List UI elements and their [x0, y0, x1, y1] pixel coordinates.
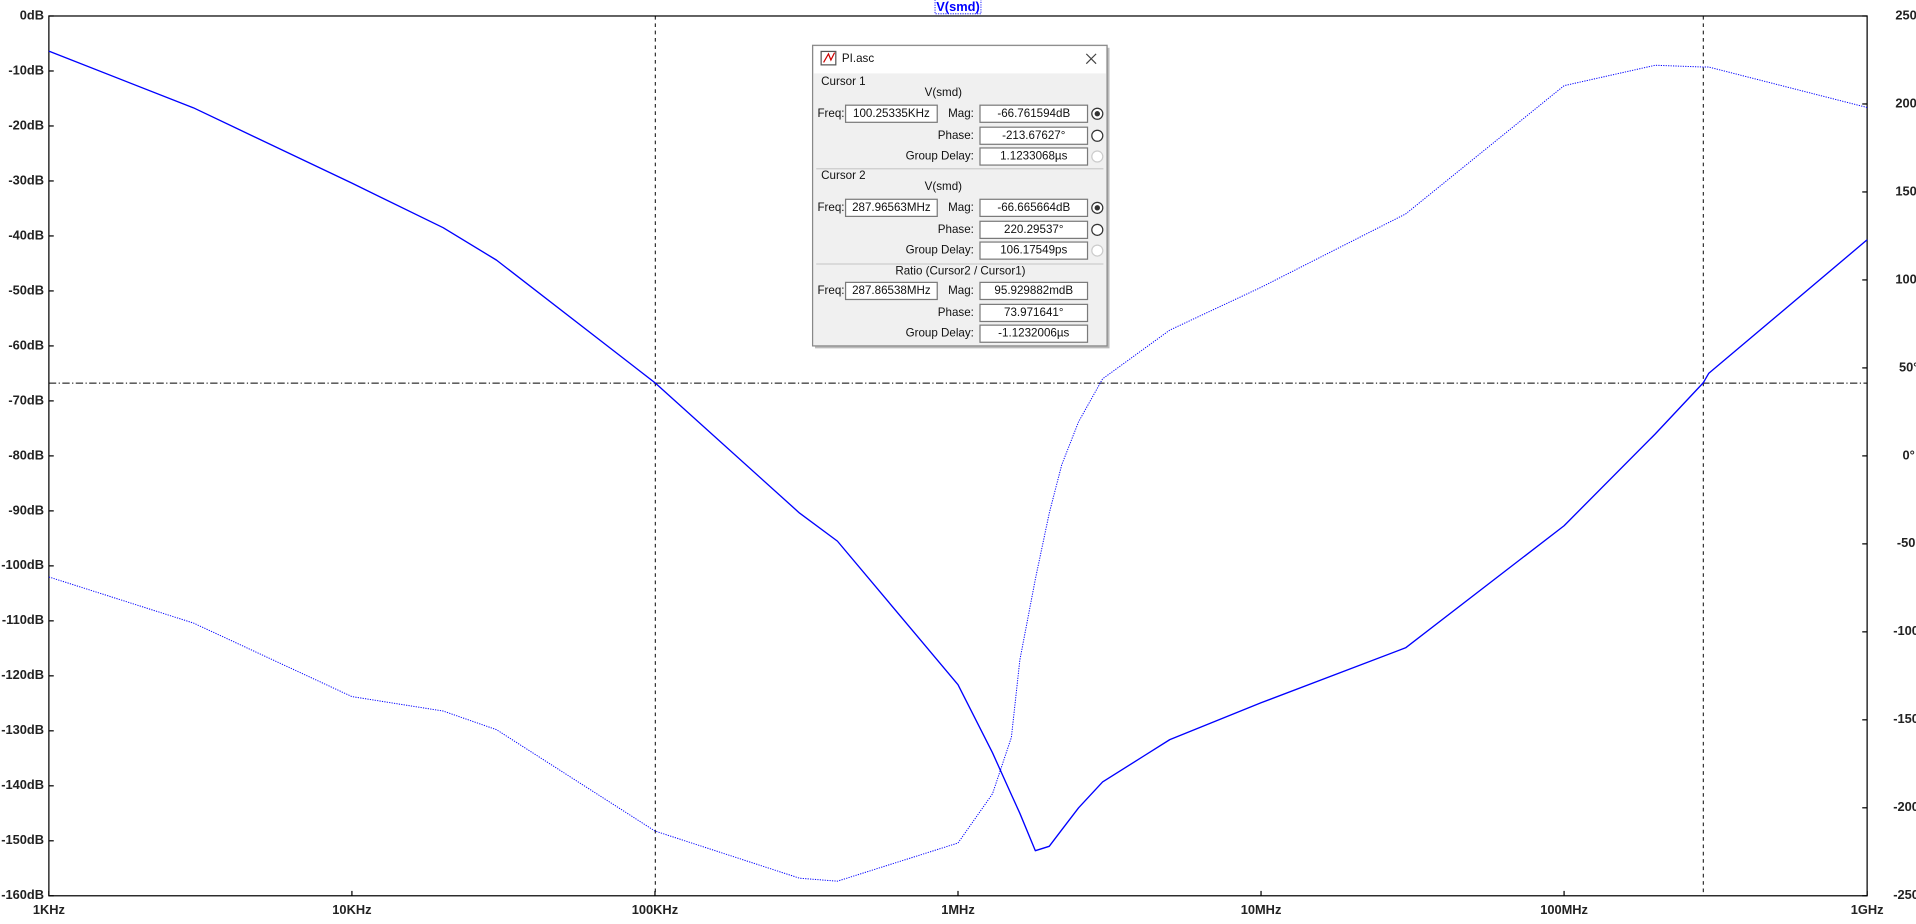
field-label: Group Delay:: [906, 327, 974, 340]
field-value: -66.665664dB: [997, 201, 1070, 214]
field-value: 220.29537°: [1004, 223, 1063, 236]
radio-dot: [1094, 111, 1100, 117]
x-tick-label: 100KHz: [632, 902, 678, 917]
field-value: 106.17549ps: [1000, 244, 1067, 257]
y-tick-label: -150dB: [1, 832, 44, 847]
series-line: [48, 50, 1868, 852]
dialog-titlebar: [813, 46, 1106, 74]
y2-tick-label: 0°: [1903, 447, 1915, 462]
trace-name: V(smd): [925, 180, 962, 193]
field-value: 1.1233068µs: [1000, 150, 1067, 163]
field-box: [979, 241, 1089, 260]
field-box: [979, 220, 1089, 239]
y-tick-label: -60dB: [8, 337, 44, 352]
radio-button[interactable]: [1091, 223, 1104, 236]
y2-tick-label: 50°: [1899, 359, 1916, 374]
app-icon: [820, 50, 837, 66]
y2-tick-label: -50°: [1897, 535, 1916, 550]
field-value: -1.1232006µs: [998, 327, 1069, 340]
freq-label: Freq:: [817, 284, 844, 297]
field-label: Phase:: [938, 306, 974, 319]
x-tick-label: 10KHz: [332, 902, 371, 917]
freq-label: Freq:: [817, 201, 844, 214]
field-value: 95.929882mdB: [994, 284, 1073, 297]
y-tick-label: -40dB: [8, 227, 44, 242]
field-box: [979, 303, 1089, 323]
field-value: -213.67627°: [1002, 129, 1065, 142]
freq-value: 287.86538MHz: [852, 284, 931, 297]
y-tick-label: -100dB: [1, 557, 44, 572]
y-tick-label: -30dB: [8, 172, 44, 187]
field-label: Mag:: [948, 107, 974, 120]
chart-title: V(smd): [936, 0, 979, 14]
freq-label: Freq:: [817, 107, 844, 120]
freq-box: [844, 198, 938, 218]
y2-tick-label: 250°: [1895, 7, 1916, 22]
field-box: [979, 147, 1089, 166]
y2-tick-label: -100°: [1893, 623, 1916, 638]
field-value: -66.761594dB: [997, 107, 1070, 120]
radio-button: [1091, 150, 1104, 163]
title-box: [934, 0, 982, 15]
radio-dot: [1094, 205, 1100, 211]
y-tick-label: -20dB: [8, 117, 44, 132]
radio-button: [1091, 244, 1104, 257]
y2-tick-label: -200°: [1893, 799, 1916, 814]
y-tick-label: 0dB: [20, 7, 44, 22]
dialog-title: PI.asc: [842, 52, 874, 65]
field-label: Phase:: [938, 129, 974, 142]
field-box: [979, 126, 1089, 145]
section-heading: Cursor 2: [821, 169, 865, 182]
field-label: Group Delay:: [906, 150, 974, 163]
freq-value: 100.25335KHz: [853, 107, 930, 120]
radio-button[interactable]: [1091, 129, 1104, 142]
y-tick-label: -80dB: [8, 447, 44, 462]
trace-name: V(smd): [925, 86, 962, 99]
freq-box: [844, 104, 938, 123]
field-box: [979, 281, 1089, 301]
y2-tick-label: -250°: [1893, 887, 1916, 902]
y2-tick-label: 150°: [1895, 183, 1916, 198]
field-value: 73.971641°: [1004, 306, 1063, 319]
close-button[interactable]: [1085, 53, 1097, 65]
field-box: [979, 324, 1089, 343]
field-label: Group Delay:: [906, 244, 974, 257]
x-tick-label: 1KHz: [33, 902, 65, 917]
y-tick-label: -50dB: [8, 282, 44, 297]
x-tick-label: 10MHz: [1241, 902, 1282, 917]
y-tick-label: -90dB: [8, 502, 44, 517]
y-tick-label: -110dB: [2, 612, 44, 627]
y-tick-label: -70dB: [8, 392, 44, 407]
x-tick-label: 100MHz: [1540, 902, 1588, 917]
y2-tick-label: 100°: [1895, 271, 1916, 286]
section-heading: Cursor 1: [821, 75, 865, 88]
field-label: Phase:: [938, 223, 974, 236]
section-heading: Ratio (Cursor2 / Cursor1): [895, 264, 1025, 277]
freq-value: 287.96563MHz: [852, 201, 931, 214]
y-tick-label: -10dB: [8, 62, 44, 77]
app-icon-mark: [823, 52, 836, 63]
y2-tick-label: -150°: [1893, 711, 1916, 726]
x-tick-label: 1GHz: [1851, 902, 1884, 917]
y-tick-label: -130dB: [1, 722, 44, 737]
y-tick-label: -160dB: [1, 887, 44, 902]
y-tick-label: -140dB: [1, 777, 44, 792]
y2-tick-label: 200°: [1895, 95, 1916, 110]
field-box: [979, 198, 1089, 218]
field-label: Mag:: [948, 201, 974, 214]
x-tick-label: 1MHz: [941, 902, 975, 917]
field-label: Mag:: [948, 284, 974, 297]
field-box: [979, 104, 1089, 123]
freq-box: [844, 281, 938, 301]
y-tick-label: -120dB: [1, 667, 44, 682]
